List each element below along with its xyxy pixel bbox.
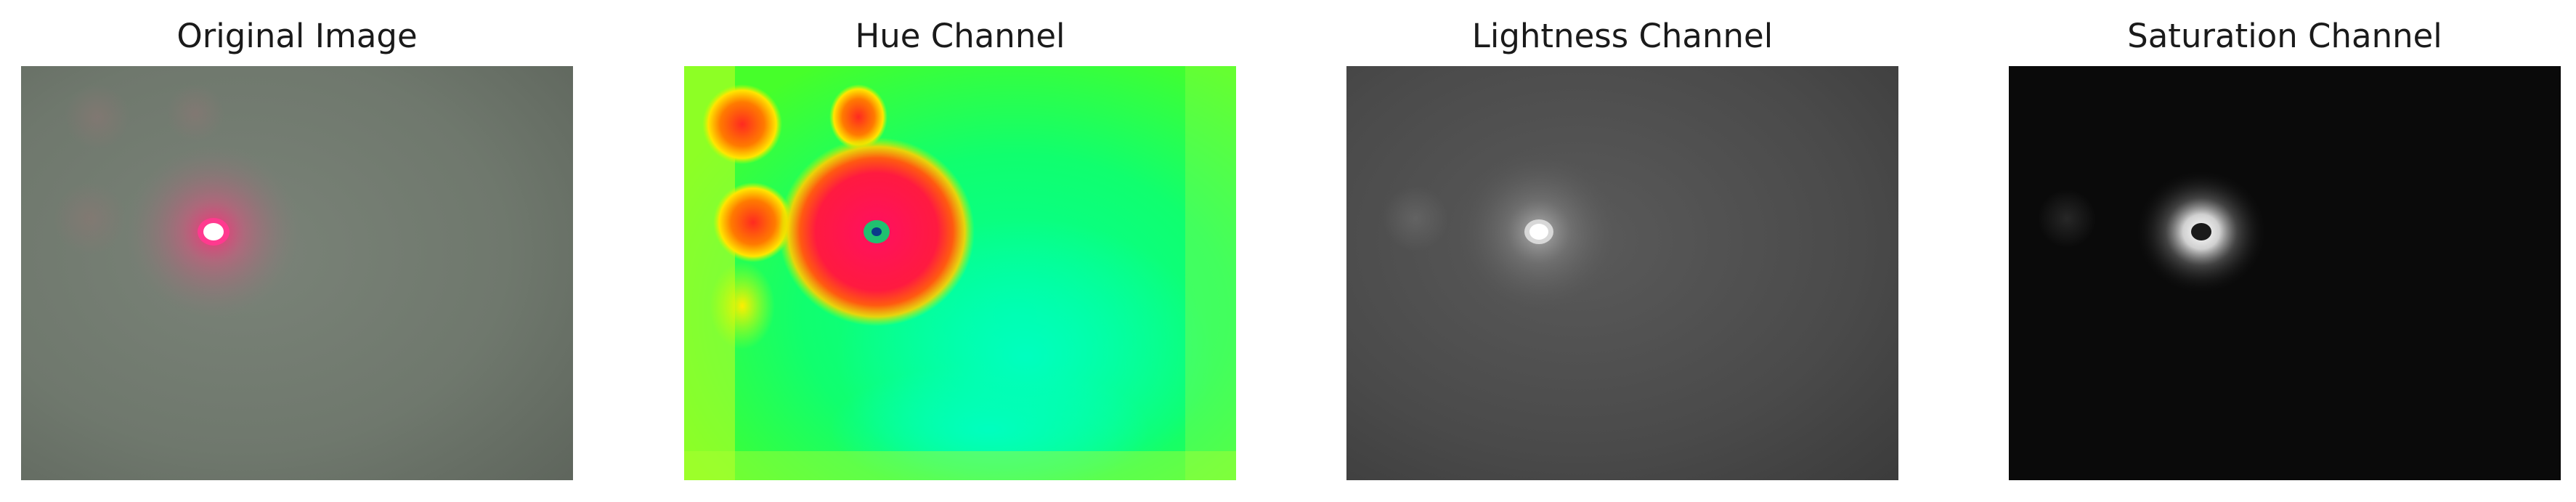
panel-original: Original Image (21, 0, 573, 502)
original-image (21, 66, 573, 480)
panel-title-original: Original Image (176, 17, 418, 55)
saturation-channel-image (2009, 66, 2561, 480)
panel-title-hue: Hue Channel (855, 17, 1065, 55)
hue-channel-image (684, 66, 1236, 480)
panel-lightness: Lightness Channel (1346, 0, 1898, 502)
panel-hue: Hue Channel (684, 0, 1236, 502)
panel-title-lightness: Lightness Channel (1471, 17, 1773, 55)
panel-title-saturation: Saturation Channel (2127, 17, 2442, 55)
panel-saturation: Saturation Channel (2009, 0, 2561, 502)
lightness-channel-image (1346, 66, 1898, 480)
